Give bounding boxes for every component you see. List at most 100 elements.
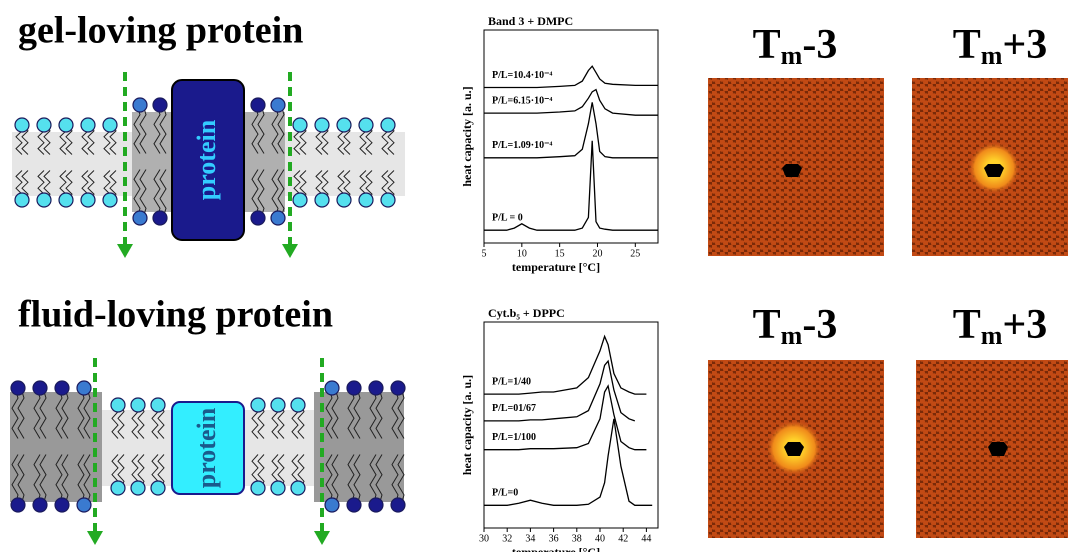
lipid-head bbox=[250, 97, 266, 113]
x-tick-label: 34 bbox=[525, 533, 535, 544]
lipid-head bbox=[102, 117, 118, 133]
panel-label: Tm-3 bbox=[753, 22, 838, 70]
panel-label-part: T bbox=[953, 302, 981, 348]
lipid-head bbox=[102, 192, 118, 208]
lipid-tail bbox=[133, 104, 141, 154]
heatmaps bbox=[708, 78, 1068, 538]
trace-label: P/L=1.09·10⁻⁴ bbox=[492, 140, 552, 151]
x-tick-label: 15 bbox=[555, 248, 565, 259]
lipid-head bbox=[54, 380, 70, 396]
lipid-head bbox=[290, 397, 306, 413]
lipid-head bbox=[270, 397, 286, 413]
lipid-tail bbox=[11, 387, 19, 439]
lipid-tail bbox=[11, 454, 19, 506]
x-axis-label: temperature [°C] bbox=[512, 260, 600, 274]
trace-label: P/L=1/40 bbox=[492, 376, 531, 387]
bilayer bbox=[10, 392, 102, 502]
protein-site bbox=[782, 164, 802, 177]
lipid-tail bbox=[61, 454, 69, 506]
lipid-head bbox=[152, 97, 168, 113]
lipid-head bbox=[36, 192, 52, 208]
lipid-head bbox=[250, 480, 266, 496]
panel-label-part: m bbox=[781, 321, 803, 350]
lipid-tail bbox=[347, 387, 355, 439]
lipid-tail bbox=[257, 454, 265, 489]
lipid-head bbox=[358, 117, 374, 133]
lipid-head bbox=[152, 210, 168, 226]
lipid-tail bbox=[157, 454, 165, 489]
bilayer bbox=[314, 392, 404, 502]
lipid-head bbox=[32, 497, 48, 513]
lipid-head bbox=[54, 497, 70, 513]
lipid-head bbox=[390, 380, 406, 396]
lipid-head bbox=[58, 192, 74, 208]
panel-label: Tm-3 bbox=[753, 302, 838, 350]
lipid-head bbox=[270, 480, 286, 496]
lipid-tail bbox=[117, 454, 125, 489]
lipid-tail bbox=[157, 404, 165, 439]
panel-label-part: +3 bbox=[1002, 22, 1047, 68]
plot-frame bbox=[483, 321, 659, 529]
lipid-tail bbox=[271, 169, 279, 219]
lipid-head bbox=[336, 192, 352, 208]
panel-label-part: +3 bbox=[1002, 302, 1047, 348]
panel-label-part: T bbox=[753, 22, 781, 68]
arrow-head bbox=[87, 531, 103, 545]
protein-site bbox=[984, 164, 1004, 177]
panel-label-part: T bbox=[753, 302, 781, 348]
lipid-head bbox=[324, 380, 340, 396]
lipid-head bbox=[290, 480, 306, 496]
lipid-tail bbox=[83, 454, 91, 506]
lipid-tail bbox=[257, 169, 265, 219]
lipid-tail bbox=[117, 404, 125, 439]
lipid-tail bbox=[277, 104, 285, 154]
lipid-tail bbox=[17, 387, 25, 439]
x-tick-label: 10 bbox=[517, 248, 527, 259]
lipid-tail bbox=[257, 404, 265, 439]
lipid-head bbox=[346, 497, 362, 513]
lipid-head bbox=[58, 117, 74, 133]
lipid-head bbox=[14, 117, 30, 133]
lipid-tail bbox=[369, 387, 377, 439]
trace bbox=[484, 88, 658, 116]
x-tick-label: 32 bbox=[502, 533, 512, 544]
lipid-tail bbox=[375, 387, 383, 439]
trace-label: P/L=01/67 bbox=[492, 403, 536, 414]
lipid-head bbox=[380, 117, 396, 133]
lipid-tail bbox=[159, 169, 167, 219]
lipid-tail bbox=[77, 387, 85, 439]
lipid-tail bbox=[139, 104, 147, 154]
lipid-head bbox=[270, 210, 286, 226]
y-axis-label: heat capacity [a. u.] bbox=[460, 375, 474, 475]
chart-title: Band 3 + DMPC bbox=[488, 14, 573, 28]
lipid-tail bbox=[251, 169, 259, 219]
bilayer bbox=[243, 112, 285, 212]
lipid-head bbox=[358, 192, 374, 208]
arrow-head bbox=[282, 244, 298, 258]
lipid-tail bbox=[353, 454, 361, 506]
lipid-tail bbox=[61, 387, 69, 439]
lipid-head bbox=[390, 497, 406, 513]
trace bbox=[484, 65, 658, 89]
x-tick-label: 20 bbox=[592, 248, 602, 259]
trace bbox=[484, 384, 647, 451]
lipid-tail bbox=[77, 454, 85, 506]
arrow-head bbox=[314, 531, 330, 545]
lipid-tail bbox=[33, 454, 41, 506]
section-title: fluid-loving protein bbox=[18, 294, 333, 336]
lipid-head bbox=[368, 497, 384, 513]
lipid-tail bbox=[139, 169, 147, 219]
panel-label-part: T bbox=[953, 22, 981, 68]
panel-label-part: -3 bbox=[802, 22, 837, 68]
lipid-tail bbox=[277, 404, 285, 439]
lipid-tail bbox=[251, 104, 259, 154]
lipid-tail bbox=[55, 387, 63, 439]
panel-label: Tm+3 bbox=[953, 302, 1048, 350]
lipid-head bbox=[10, 380, 26, 396]
trace bbox=[484, 140, 658, 231]
x-tick-label: 5 bbox=[482, 248, 487, 259]
lipid-tail bbox=[297, 404, 305, 439]
arrow-head bbox=[117, 244, 133, 258]
lipid-tail bbox=[347, 454, 355, 506]
